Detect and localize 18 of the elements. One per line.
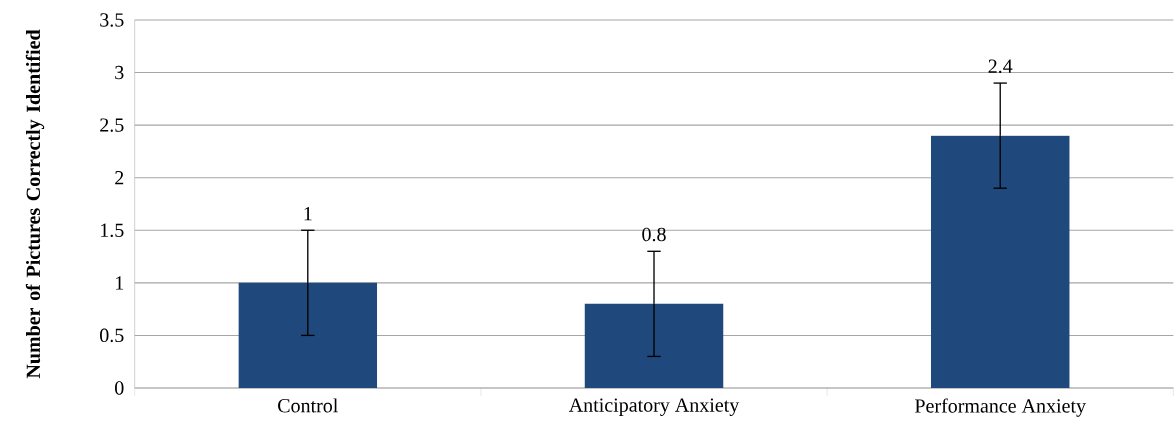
y-tick-label: 1.5 xyxy=(101,223,124,238)
y-tick-label: 3.5 xyxy=(100,13,124,27)
bar xyxy=(930,135,1070,388)
y-tick-label: 0 xyxy=(115,381,124,395)
y-axis-title: Number of Pictures Correctly Identified xyxy=(25,29,45,379)
x-tick-label: Performance Anxiety xyxy=(915,398,1086,417)
bar xyxy=(584,303,724,388)
data-label: 0.8 xyxy=(642,227,666,242)
y-tick-label: 2 xyxy=(115,171,124,185)
data-label: 1 xyxy=(304,207,312,221)
y-tick-label: 2.5 xyxy=(100,118,124,132)
x-tick-label: Control xyxy=(278,398,338,413)
x-tick-label: Anticipatory Anxiety xyxy=(568,398,740,416)
bar xyxy=(238,282,378,388)
y-tick-label: 1 xyxy=(116,276,124,290)
y-tick-label: 3 xyxy=(115,65,124,80)
y-tick-label: 0.5 xyxy=(100,328,124,343)
data-label: 2.4 xyxy=(988,59,1013,74)
